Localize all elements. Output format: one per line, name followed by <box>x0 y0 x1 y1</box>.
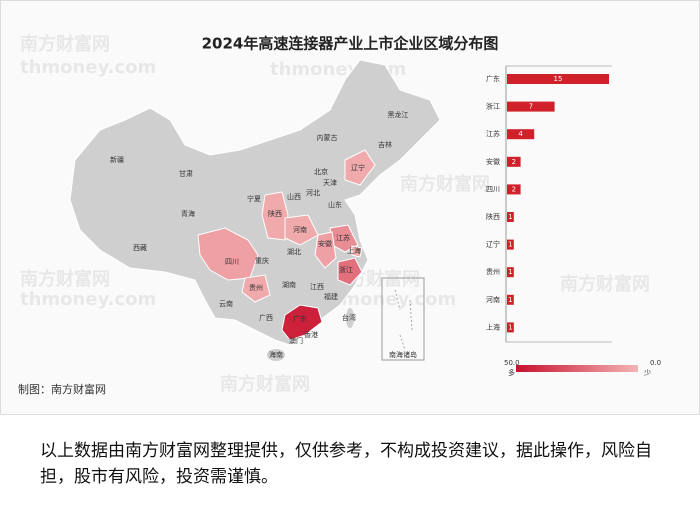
watermark: 南方财富网 <box>560 273 650 295</box>
map-label: 贵州 <box>249 283 263 292</box>
map-label: 广西 <box>259 313 273 322</box>
scale-min: 0.0 <box>650 359 661 367</box>
watermark: 南方财富网 <box>20 268 110 290</box>
value-label: 1 <box>508 323 512 331</box>
south-sea-lines <box>394 289 413 351</box>
province-guangdong <box>281 304 323 341</box>
bar <box>507 74 609 84</box>
hainan <box>267 349 285 361</box>
province-liaoning <box>344 149 376 186</box>
value-label: 2 <box>512 158 516 166</box>
value-label: 15 <box>554 75 563 83</box>
map-label: 上海 <box>347 246 361 255</box>
watermark: 南方财富网 <box>20 33 110 55</box>
map-label: 宁夏 <box>247 194 261 203</box>
value-label: 1 <box>508 213 512 221</box>
infographic: 南方财富网 thmoney.com thmoney.com 南方财富网 南方财富… <box>0 0 700 415</box>
map-label: 湖北 <box>287 247 301 256</box>
category-label: 上海 <box>486 322 500 331</box>
bar <box>507 101 555 112</box>
map-label: 海南 <box>269 350 283 359</box>
map-label: 西藏 <box>133 243 147 252</box>
map-label: 河南 <box>293 225 307 234</box>
bar <box>507 322 514 333</box>
map-label: 福建 <box>324 292 338 301</box>
map-label: 黑龙江 <box>388 110 409 119</box>
category-label: 广东 <box>486 74 500 83</box>
category-label: 贵州 <box>486 267 500 276</box>
category-label: 江苏 <box>486 129 500 138</box>
bar <box>507 156 521 167</box>
category-label: 安徽 <box>486 157 500 166</box>
map-label: 江苏 <box>336 233 350 242</box>
map-label: 青海 <box>181 209 195 218</box>
south-sea-box <box>381 277 425 361</box>
title: 2024年高速连接器产业上市企业区域分布图 <box>202 35 499 53</box>
bar <box>507 184 521 195</box>
map-label: 重庆 <box>255 256 269 265</box>
value-label: 7 <box>529 103 533 111</box>
watermark: thmoney.com <box>20 289 156 310</box>
bar <box>507 239 514 250</box>
scale-min-label: 少 <box>644 369 651 377</box>
scale-max-label: 多 <box>508 368 515 377</box>
watermark: 南方财富网 <box>400 173 490 195</box>
map-label: 河北 <box>306 189 320 197</box>
map-label: 新疆 <box>110 155 124 164</box>
map-label: 四川 <box>225 258 239 266</box>
province-guizhou <box>241 274 271 303</box>
credit: 制图：南方财富网 <box>18 382 106 396</box>
map-label: 台湾 <box>342 313 356 322</box>
bar <box>507 212 514 222</box>
disclaimer: 以上数据由南方财富网整理提供，仅供参考，不构成投资建议，据此操作，风险自担，股市… <box>40 441 652 487</box>
category-label: 河南 <box>486 295 500 304</box>
map-label: 香港 <box>304 330 318 339</box>
watermark: thmoney.com <box>320 289 456 310</box>
map-label: 云南 <box>219 299 233 308</box>
watermark: thmoney.com <box>20 57 156 78</box>
map-label: 山西 <box>287 192 301 201</box>
map-label: 甘肃 <box>179 169 193 178</box>
taiwan <box>346 308 354 328</box>
map-label: 内蒙古 <box>317 133 338 142</box>
value-label: 4 <box>518 130 523 138</box>
bar-chart: 广东 15 浙江 7 江苏 4 安徽 2 四川 2 陕西 1 辽宁 1 贵州 1 河南 1 上海 1 <box>486 74 609 333</box>
south-sea-label: 南海诸岛 <box>389 350 417 359</box>
bar <box>507 294 514 305</box>
map-label: 天津 <box>323 179 337 187</box>
map-label: 安徽 <box>318 239 332 248</box>
value-label: 2 <box>512 185 516 193</box>
category-label: 四川 <box>486 185 500 193</box>
province-zhejiang <box>337 257 363 286</box>
province-anhui <box>314 231 337 269</box>
province-henan <box>284 214 319 246</box>
category-label: 辽宁 <box>486 240 500 249</box>
value-label: 1 <box>508 296 512 304</box>
map-label: 江西 <box>310 283 324 291</box>
map-label: 澳门 <box>289 336 303 345</box>
map-label: 陕西 <box>268 209 282 218</box>
bar <box>507 267 514 278</box>
map-label: 吉林 <box>378 140 392 149</box>
map-label: 辽宁 <box>351 163 365 172</box>
map-label: 浙江 <box>339 265 353 274</box>
province-shaanxi <box>261 191 289 241</box>
watermark: 南方财富网 <box>220 373 310 395</box>
scale-max: 50.0 <box>504 359 520 367</box>
map-label: 湖南 <box>282 280 296 289</box>
bar <box>507 129 535 140</box>
category-label: 陕西 <box>486 212 500 221</box>
map-label: 山东 <box>328 200 342 209</box>
category-label: 浙江 <box>486 102 500 111</box>
province-shanghai <box>351 245 363 258</box>
map-label: 广东 <box>293 314 307 323</box>
map-label: 北京 <box>314 167 328 176</box>
value-label: 1 <box>508 241 512 249</box>
value-label: 1 <box>508 268 512 276</box>
color-scale <box>516 365 638 372</box>
